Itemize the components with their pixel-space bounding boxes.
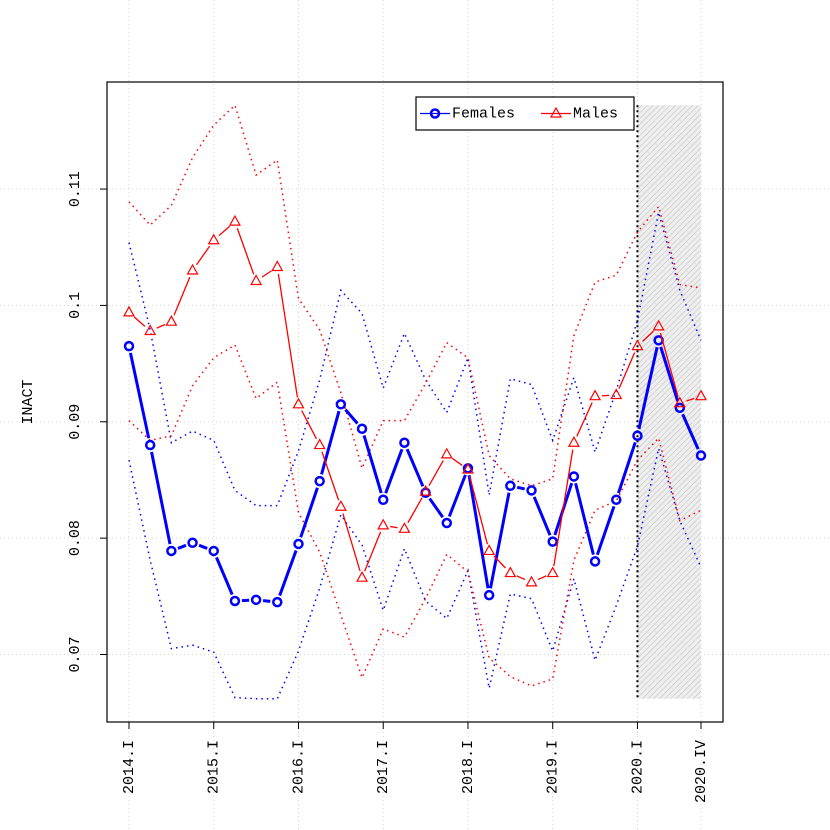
point (377, 518, 390, 530)
point (207, 233, 220, 245)
point (272, 596, 283, 608)
point (144, 324, 157, 336)
point (568, 471, 580, 482)
point (526, 485, 537, 496)
point (504, 566, 517, 578)
point (228, 214, 241, 226)
point (398, 522, 411, 533)
y-tick-label: 0.09 (67, 404, 84, 440)
legend-marker (429, 108, 441, 119)
x-tick-label: 2018.I (460, 740, 477, 794)
point (314, 475, 325, 487)
point (250, 594, 262, 606)
point (547, 536, 558, 547)
series-line (128, 346, 700, 603)
point (505, 480, 516, 492)
point (461, 462, 474, 474)
legend-label: Females (452, 105, 515, 122)
series-line (133, 225, 695, 581)
plot-frame (106, 81, 724, 723)
point (694, 389, 708, 401)
x-tick-label: 2020.I (629, 740, 646, 794)
point (187, 537, 198, 549)
point (525, 575, 538, 587)
point (546, 566, 559, 578)
point (122, 305, 136, 317)
point (483, 589, 495, 601)
point (292, 397, 305, 409)
y-tick-label: 0.1 (67, 292, 84, 319)
point (334, 499, 347, 511)
point (123, 340, 135, 352)
point (695, 450, 707, 461)
point (186, 263, 199, 275)
x-tick-label: 2020.IV (693, 740, 710, 803)
point (399, 437, 410, 448)
y-tick-label: 0.11 (67, 171, 84, 207)
point (611, 494, 622, 505)
confidence-band (128, 343, 702, 687)
point (313, 438, 326, 450)
point (356, 570, 369, 582)
x-tick-label: 2014.I (121, 740, 138, 794)
point (632, 430, 643, 441)
y-axis-label: INACT (20, 379, 37, 424)
point (335, 399, 347, 410)
point (440, 447, 453, 459)
point (589, 389, 602, 401)
point (229, 595, 241, 607)
x-tick-label: 2019.I (545, 740, 562, 794)
y-tick-label: 0.08 (67, 520, 84, 556)
point (165, 314, 178, 326)
confidence-band (128, 448, 702, 700)
point (208, 545, 219, 557)
confidence-band (128, 103, 702, 487)
point (419, 484, 432, 496)
point (483, 544, 496, 556)
x-tick-label: 2017.I (375, 740, 392, 794)
point (250, 274, 263, 286)
legend-label: Males (573, 105, 618, 122)
x-tick-label: 2016.I (290, 740, 307, 794)
forecast-shade (637, 105, 701, 699)
point (441, 517, 453, 529)
confidence-band (128, 212, 702, 507)
point (589, 556, 601, 567)
point (673, 396, 686, 408)
point (166, 545, 177, 557)
legend-marker (549, 106, 563, 118)
point (293, 538, 304, 550)
point (610, 388, 623, 400)
point (631, 339, 644, 351)
x-tick-label: 2015.I (206, 740, 223, 794)
point (377, 494, 389, 505)
legend-box (415, 96, 635, 131)
y-tick-label: 0.07 (67, 637, 84, 673)
point (567, 435, 580, 447)
point (144, 439, 156, 451)
point (674, 402, 686, 414)
point (356, 423, 368, 435)
point (271, 260, 284, 272)
point (652, 319, 665, 331)
